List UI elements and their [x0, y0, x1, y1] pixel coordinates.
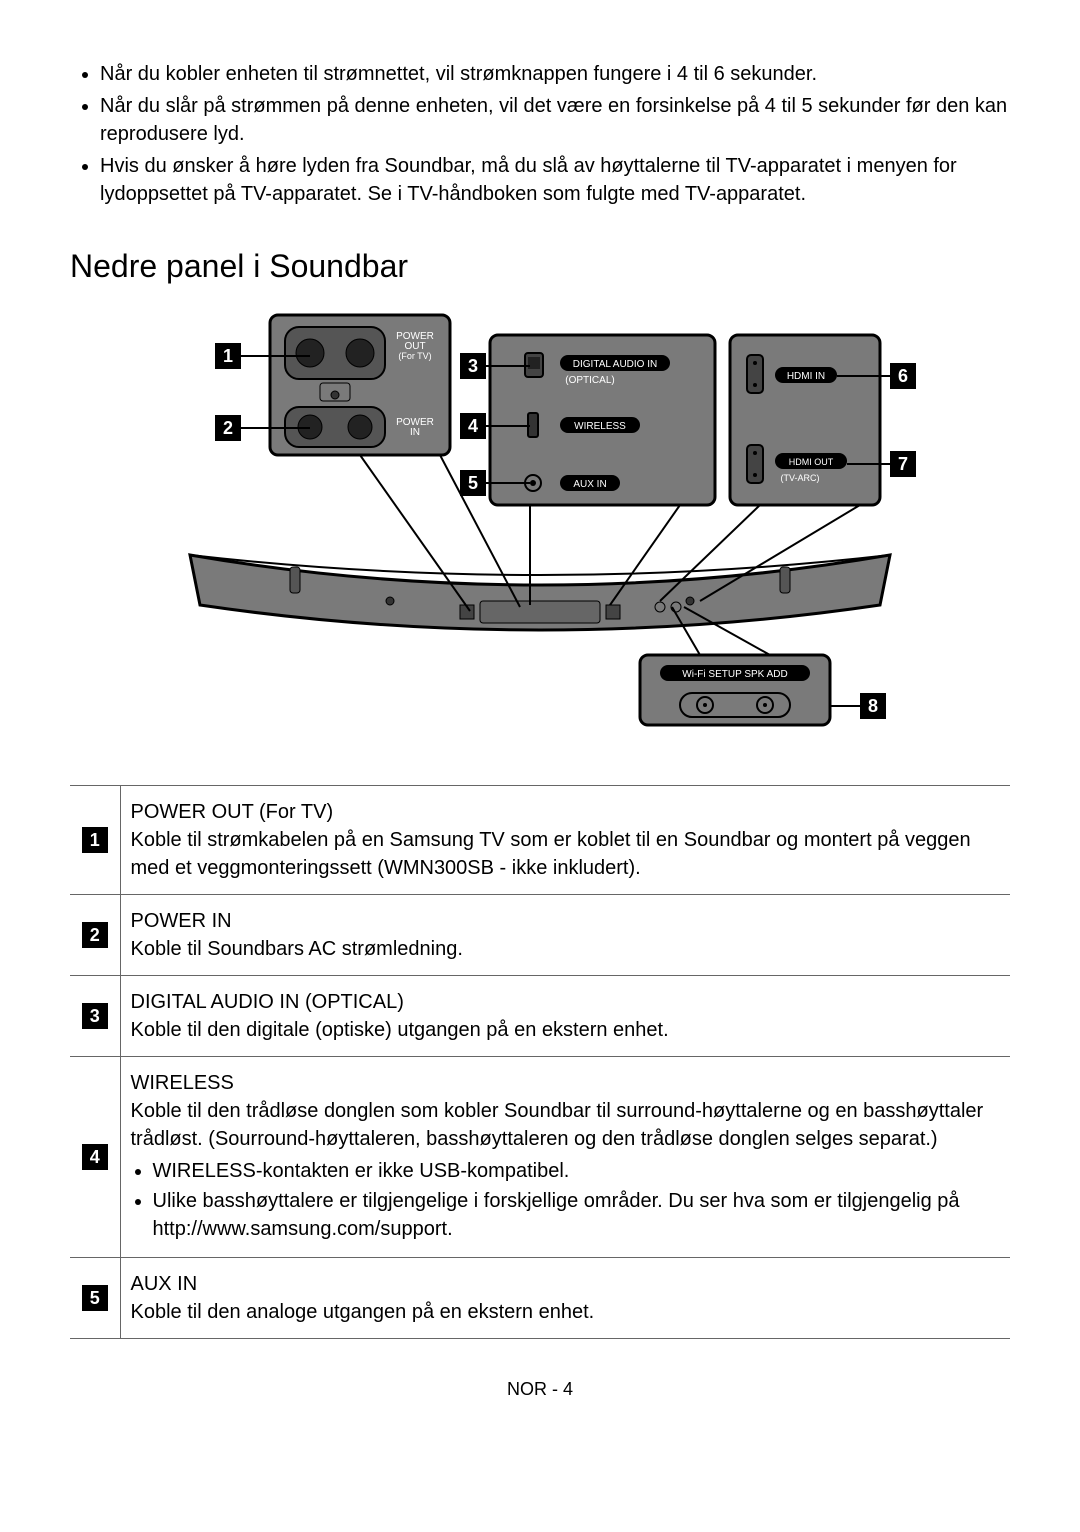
row-number: 5: [82, 1285, 108, 1311]
row-title: POWER OUT (For TV): [131, 798, 1001, 826]
row-title: POWER IN: [131, 907, 1001, 935]
table-row: 4 WIRELESS Koble til den trådløse dongle…: [70, 1057, 1010, 1258]
svg-text:DIGITAL AUDIO IN: DIGITAL AUDIO IN: [573, 359, 657, 370]
svg-text:(For TV): (For TV): [398, 351, 431, 361]
row-number: 3: [82, 1003, 108, 1029]
svg-text:IN: IN: [410, 427, 420, 438]
note-item: Hvis du ønsker å høre lyden fra Soundbar…: [100, 152, 1010, 208]
svg-text:2: 2: [223, 418, 233, 438]
row-number: 1: [82, 827, 108, 853]
row-body: Koble til den analoge utgangen på en eks…: [131, 1298, 1001, 1326]
page-footer: NOR - 4: [70, 1379, 1010, 1400]
svg-text:7: 7: [898, 454, 908, 474]
top-notes: Når du kobler enheten til strømnettet, v…: [100, 60, 1010, 208]
row-sub-bullets: WIRELESS-kontakten er ikke USB-kompatibe…: [153, 1157, 1001, 1243]
table-row: 2 POWER IN Koble til Soundbars AC strøml…: [70, 895, 1010, 976]
svg-text:5: 5: [468, 473, 478, 493]
svg-text:(TV-ARC): (TV-ARC): [781, 473, 820, 483]
table-row: 5 AUX IN Koble til den analoge utgangen …: [70, 1258, 1010, 1339]
svg-text:(OPTICAL): (OPTICAL): [565, 375, 614, 386]
svg-text:HDMI OUT: HDMI OUT: [789, 457, 834, 467]
svg-text:8: 8: [868, 696, 878, 716]
row-body: Koble til Soundbars AC strømledning.: [131, 935, 1001, 963]
row-body: Koble til den digitale (optiske) utgange…: [131, 1016, 1001, 1044]
sub-bullet: WIRELESS-kontakten er ikke USB-kompatibe…: [153, 1157, 1001, 1185]
note-item: Når du slår på strømmen på denne enheten…: [100, 92, 1010, 148]
row-title: WIRELESS: [131, 1069, 1001, 1097]
section-heading: Nedre panel i Soundbar: [70, 248, 1010, 285]
note-item: Når du kobler enheten til strømnettet, v…: [100, 60, 1010, 88]
svg-text:HDMI IN: HDMI IN: [787, 371, 825, 382]
svg-text:AUX IN: AUX IN: [573, 479, 606, 490]
svg-text:3: 3: [468, 356, 478, 376]
svg-text:Wi-Fi SETUP SPK ADD: Wi-Fi SETUP SPK ADD: [682, 669, 787, 680]
soundbar-diagram: POWER OUT (For TV) POWER IN DIGITAL AUDI…: [160, 305, 920, 755]
svg-text:4: 4: [468, 416, 478, 436]
table-row: 1 POWER OUT (For TV) Koble til strømkabe…: [70, 786, 1010, 895]
svg-text:1: 1: [223, 346, 233, 366]
row-title: DIGITAL AUDIO IN (OPTICAL): [131, 988, 1001, 1016]
row-body: Koble til strømkabelen på en Samsung TV …: [131, 826, 1001, 882]
row-title: AUX IN: [131, 1270, 1001, 1298]
table-row: 3 DIGITAL AUDIO IN (OPTICAL) Koble til d…: [70, 976, 1010, 1057]
svg-text:6: 6: [898, 366, 908, 386]
port-description-table: 1 POWER OUT (For TV) Koble til strømkabe…: [70, 785, 1010, 1339]
row-number: 4: [82, 1144, 108, 1170]
row-body: Koble til den trådløse donglen som koble…: [131, 1097, 1001, 1153]
svg-text:WIRELESS: WIRELESS: [574, 421, 626, 432]
row-number: 2: [82, 922, 108, 948]
sub-bullet: Ulike basshøyttalere er tilgjengelige i …: [153, 1187, 1001, 1243]
